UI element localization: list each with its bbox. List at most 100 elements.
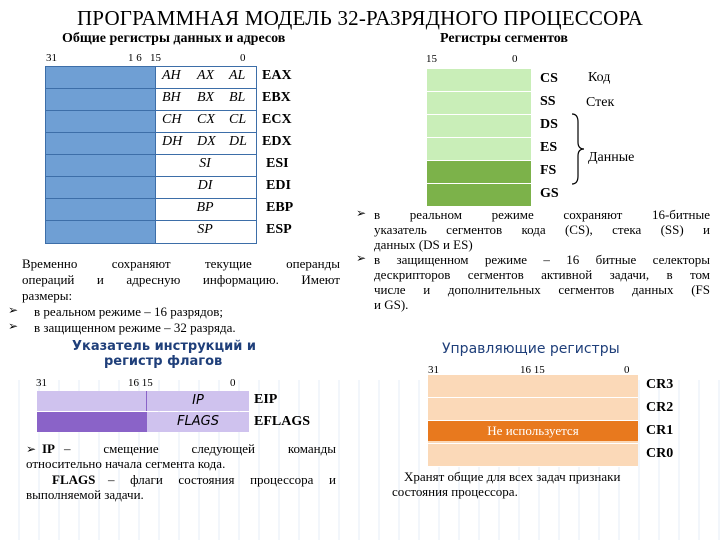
seg-code-label: Код [588, 70, 611, 85]
seg-bullet2-icon: ➢ [356, 251, 367, 265]
seg-label-ss: SS [540, 94, 556, 109]
gp-subreg-bh: BH [162, 90, 181, 105]
gp-subreg-cx: CX [197, 112, 215, 127]
seg-label-gs: GS [540, 186, 559, 201]
gp-row-divider [45, 88, 256, 89]
gp-bullet2-icon: ➢ [8, 319, 19, 333]
gp-reg-ebp: EBP [266, 200, 294, 215]
gp-low-half-block [155, 66, 257, 244]
flags-high-half [37, 412, 146, 432]
seg-bullet2-line4: и GS). [374, 297, 409, 312]
ip-desc-line1: – смещение следующей команды [64, 441, 336, 456]
gp-subreg-di: DI [197, 178, 213, 193]
general-registers-heading: Общие регистры данных и адресов [62, 31, 286, 46]
cr3-label: CR3 [646, 377, 674, 392]
gp-note-line2: операций и адресную информацию. Имеют [22, 272, 340, 287]
gp-subreg-ax: AX [197, 68, 215, 83]
seg-register-es [427, 138, 531, 161]
cr1-unused-block: Не используется [428, 421, 638, 441]
page-title: ПРОГРАММНАЯ МОДЕЛЬ 32-РАЗРЯДНОГО ПРОЦЕСС… [76, 6, 644, 30]
segment-registers-heading: Регистры сегментов [440, 31, 568, 46]
cr2-label: CR2 [646, 400, 674, 415]
gp-bullet1: в реальном режиме – 16 разрядов; [34, 304, 224, 319]
ip-high-half [37, 391, 146, 412]
control-registers-heading: Управляющие регистры [442, 341, 620, 357]
ip-heading-line2: регистр флагов [104, 354, 223, 369]
cr3-register [428, 375, 638, 398]
gp-reg-edi: EDI [266, 178, 291, 193]
gp-subreg-sp: SP [197, 222, 213, 237]
gp-row-divider [45, 132, 256, 133]
ip-bit-0: 0 [230, 377, 236, 389]
gp-subreg-dl: DL [229, 134, 247, 149]
ctrl-bit-31: 31 [428, 364, 439, 376]
seg-bullet1-icon: ➢ [356, 206, 367, 220]
gp-subreg-ch: CH [162, 112, 182, 127]
eflags-label: EFLAGS [254, 414, 311, 429]
gp-bit-0: 0 [240, 52, 246, 64]
seg-bullet2-line1: в защищенном режиме – 16 битные селектор… [374, 252, 710, 267]
gp-subreg-bl: BL [229, 90, 246, 105]
ip-desc-bullet-icon: ➢ [26, 442, 37, 456]
ip-register: IP [146, 391, 249, 411]
ip-heading-line1: Указатель инструкций и [72, 339, 256, 354]
ctrl-bit-16: 16 15 [520, 364, 545, 376]
gp-row-divider [45, 110, 256, 111]
gp-row-divider [45, 220, 256, 221]
gp-bullet2: в защищенном режиме – 32 разряда. [34, 320, 236, 335]
eip-label: EIP [254, 392, 278, 407]
flags-desc-line1: – флаги состояния процессора и [108, 472, 336, 487]
gp-note-line3: размеры: [22, 288, 73, 303]
cr0-register [428, 444, 638, 467]
ctrl-desc-line1: Хранят общие для всех задач признаки [404, 469, 621, 484]
gp-bullet1-icon: ➢ [8, 303, 19, 317]
gp-subreg-bx: BX [197, 90, 215, 105]
gp-subreg-cl: CL [229, 112, 247, 127]
gp-subreg-si: SI [199, 156, 211, 171]
seg-bullet1-line3: данных (DS и ES) [374, 237, 473, 252]
seg-label-cs: CS [540, 71, 558, 86]
gp-row-divider [45, 176, 256, 177]
gp-bit-15: 15 [150, 52, 161, 64]
seg-register-ds [427, 115, 531, 138]
ip-label: IP [192, 393, 204, 408]
flags-desc-term: FLAGS [52, 472, 96, 487]
gp-reg-eax: EAX [262, 68, 292, 83]
seg-register-fs [427, 161, 531, 184]
cr0-label: CR0 [646, 446, 674, 461]
ip-bit-16: 16 15 [128, 377, 153, 389]
seg-label-ds: DS [540, 117, 558, 132]
seg-bullet1-line2: указатель сегментов кода (CS), стека (SS… [374, 222, 710, 237]
gp-high-half-block [45, 66, 157, 244]
seg-register-ss [427, 92, 531, 115]
seg-label-fs: FS [540, 163, 557, 178]
gp-reg-esi: ESI [266, 156, 289, 171]
seg-register-gs [427, 184, 531, 207]
gp-subreg-ah: AH [162, 68, 181, 83]
gp-bit-16: 1 6 [128, 52, 142, 64]
gp-row-divider [45, 154, 256, 155]
gp-bit-31: 31 [46, 52, 57, 64]
data-brace-icon [571, 113, 585, 185]
gp-reg-ebx: EBX [262, 90, 291, 105]
seg-stack-label: Стек [586, 95, 615, 110]
gp-reg-edx: EDX [262, 134, 292, 149]
gp-subreg-al: AL [229, 68, 246, 83]
seg-data-label: Данные [588, 150, 635, 165]
seg-bullet2-line3: числе и дополнительных сегментов данных … [374, 282, 710, 297]
ip-bit-31: 31 [36, 377, 47, 389]
gp-reg-esp: ESP [266, 222, 292, 237]
ip-desc-term: IP [42, 441, 55, 456]
cr1-label: CR1 [646, 423, 674, 438]
seg-bit-0: 0 [512, 53, 518, 65]
flags-label: FLAGS [177, 414, 219, 429]
flags-desc-line2: выполняемой задачи. [26, 487, 144, 502]
ctrl-bit-0: 0 [624, 364, 630, 376]
gp-subreg-dx: DX [197, 134, 216, 149]
ip-desc-line2: относительно начала сегмента кода. [26, 456, 226, 471]
seg-bullet1-line1: в реальном режиме сохраняют 16-битные [374, 207, 710, 222]
seg-label-es: ES [540, 140, 558, 155]
gp-reg-ecx: ECX [262, 112, 292, 127]
gp-note-line1: Временно сохраняют текущие операнды [22, 256, 340, 271]
cr1-unused-label: Не используется [487, 423, 579, 438]
